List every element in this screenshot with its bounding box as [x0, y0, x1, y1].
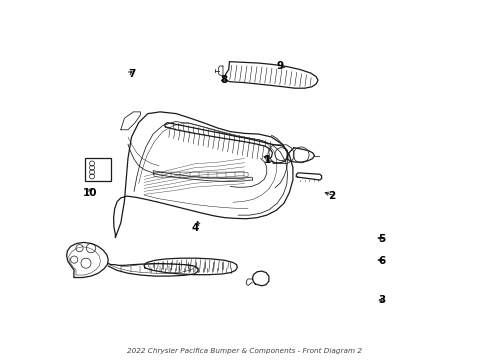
Text: 6: 6	[377, 256, 385, 266]
Text: 2: 2	[327, 191, 335, 201]
Text: 9: 9	[276, 61, 283, 71]
Text: 8: 8	[220, 75, 227, 85]
Text: 1: 1	[263, 155, 270, 165]
Text: 10: 10	[83, 188, 97, 198]
Text: 4: 4	[191, 224, 199, 233]
Text: 7: 7	[128, 69, 136, 79]
Bar	[85, 158, 110, 181]
Text: 2022 Chrysler Pacifica Bumper & Components - Front Diagram 2: 2022 Chrysler Pacifica Bumper & Componen…	[127, 348, 361, 354]
Text: 5: 5	[377, 234, 385, 244]
Text: 3: 3	[377, 295, 385, 305]
